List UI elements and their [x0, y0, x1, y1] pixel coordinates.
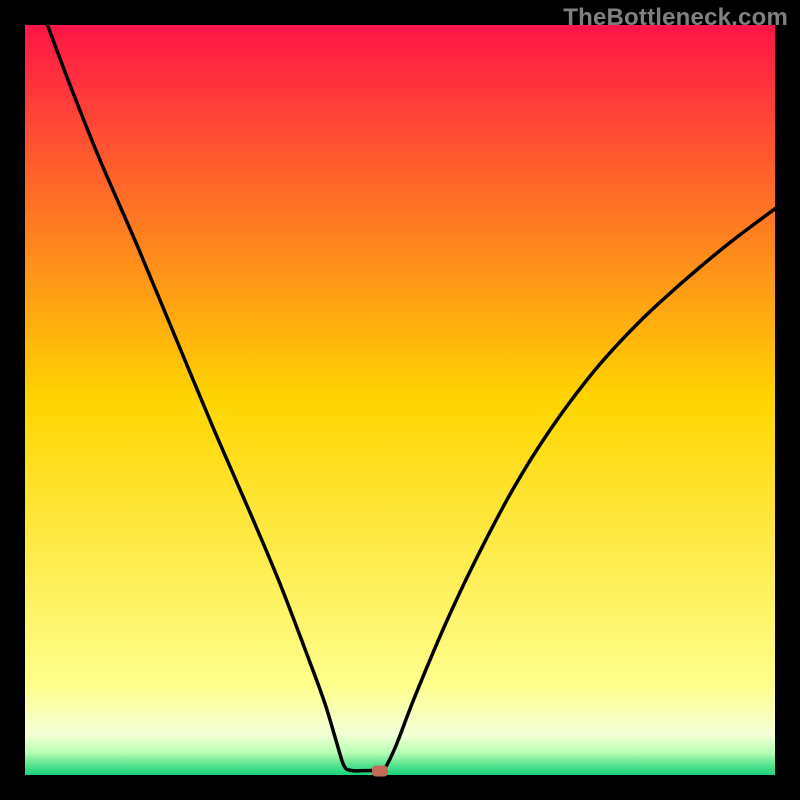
optimal-marker	[372, 765, 388, 776]
bottleneck-chart	[0, 0, 800, 800]
chart-stage: TheBottleneck.com	[0, 0, 800, 800]
plot-background	[25, 25, 775, 775]
watermark-text: TheBottleneck.com	[563, 4, 788, 32]
